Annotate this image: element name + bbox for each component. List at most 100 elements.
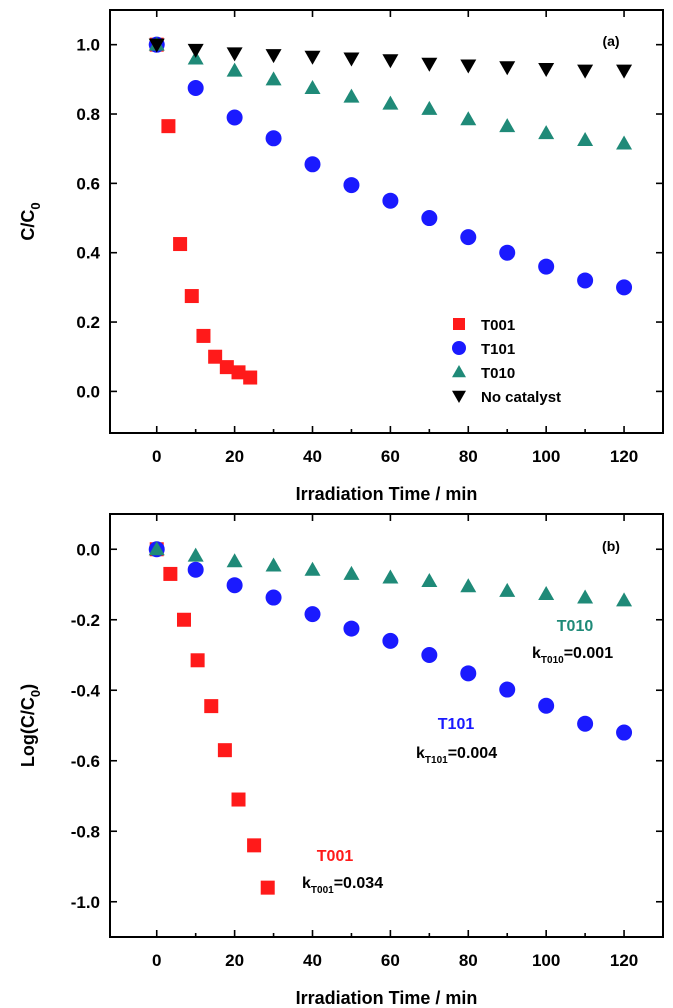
series-t010: [148, 36, 633, 150]
data-point: [577, 272, 594, 289]
data-point: [538, 586, 555, 601]
data-point: [499, 118, 516, 133]
annotation-rate: kT010=0.001: [532, 645, 613, 666]
y-tick-label: 0.0: [76, 382, 100, 401]
data-point: [616, 64, 633, 79]
data-point: [460, 229, 477, 246]
legend-label: T101: [481, 341, 515, 358]
data-point: [231, 792, 246, 807]
data-point: [265, 49, 282, 64]
data-point: [176, 612, 191, 627]
x-axis-title: Irradiation Time / min: [296, 484, 478, 504]
data-point: [616, 592, 633, 607]
data-point: [226, 47, 243, 62]
y-tick-label: -0.2: [71, 611, 100, 630]
data-point: [265, 557, 282, 572]
data-point: [421, 210, 438, 227]
data-point: [265, 589, 282, 606]
data-point: [304, 50, 321, 65]
data-point: [421, 647, 438, 663]
data-point: [499, 582, 516, 597]
data-point: [226, 553, 243, 568]
y-axis-title-sub: 0: [28, 690, 43, 697]
y-tick-label: 0.2: [76, 313, 100, 332]
y-axis-title: Log(C/C0): [18, 684, 43, 767]
x-tick-label: 120: [610, 447, 638, 466]
data-point: [217, 743, 232, 758]
data-point: [265, 130, 282, 147]
data-point: [538, 697, 555, 714]
data-point: [343, 620, 360, 637]
data-point: [208, 349, 223, 364]
data-point: [187, 547, 204, 562]
x-tick-label: 100: [532, 951, 560, 970]
legend-marker: [452, 365, 466, 378]
series-t001: [149, 542, 275, 895]
panel-label: (b): [602, 538, 620, 554]
rate-value: =0.001: [564, 645, 613, 662]
data-point: [187, 561, 204, 578]
legend-label: No catalyst: [481, 389, 561, 406]
legend-label: T001: [481, 317, 515, 334]
data-point: [226, 62, 243, 77]
y-axis-title: C/C0: [18, 202, 43, 240]
data-point: [343, 565, 360, 580]
x-tick-label: 20: [225, 951, 244, 970]
y-tick-label: 0.4: [76, 244, 100, 263]
series-t101: [148, 36, 633, 296]
data-point: [190, 653, 205, 668]
data-point: [204, 699, 219, 714]
y-axis-title-tail: ): [18, 684, 38, 690]
y-tick-label: 0.6: [76, 174, 100, 193]
data-point: [382, 54, 399, 69]
x-tick-label: 40: [303, 951, 322, 970]
data-point: [148, 541, 165, 556]
data-point: [343, 52, 360, 67]
y-axis-title-main: C/C: [18, 210, 38, 241]
x-tick-label: 60: [381, 951, 400, 970]
y-axis-title-main: Log(C/C: [18, 697, 38, 767]
x-tick-label: 80: [459, 447, 478, 466]
x-tick-label: 120: [610, 951, 638, 970]
rate-subscript: T101: [425, 755, 448, 766]
data-point: [226, 577, 243, 594]
x-tick-label: 0: [152, 447, 161, 466]
data-point: [382, 569, 399, 584]
data-point: [538, 258, 555, 275]
legend: T001 T101 T010 No catalyst: [452, 317, 561, 406]
data-point: [161, 119, 176, 134]
data-point: [616, 279, 633, 296]
legend-marker: [452, 390, 466, 403]
plot-frame: [109, 9, 664, 434]
series-t010: [148, 541, 633, 607]
data-point: [231, 365, 246, 380]
x-tick-label: 100: [532, 447, 560, 466]
data-point: [421, 572, 438, 587]
y-axis-title-sub: 0: [28, 202, 43, 209]
y-tick-label: 0.0: [76, 540, 100, 559]
y-tick-label: -0.4: [71, 681, 101, 700]
rate-k: k: [302, 875, 311, 892]
data-point: [184, 289, 199, 304]
data-point: [382, 95, 399, 110]
data-point: [260, 880, 275, 895]
data-point: [265, 71, 282, 86]
x-tick-label: 40: [303, 447, 322, 466]
rate-value: =0.004: [448, 745, 497, 762]
data-point: [460, 578, 477, 593]
annotation-name: T001: [317, 848, 354, 865]
rate-k: k: [416, 745, 425, 762]
panel-b: 0 20 40 60 80 100 120 0.0 -0.2 -0.4 -0.6 -0.8 -1.0 Ir…: [18, 513, 664, 1008]
data-point: [247, 838, 262, 853]
data-point: [616, 724, 633, 741]
data-point: [148, 38, 165, 53]
data-point: [173, 237, 188, 252]
data-point: [382, 192, 399, 209]
data-point: [616, 135, 633, 150]
x-axis-title: Irradiation Time / min: [296, 988, 478, 1008]
data-point: [577, 132, 594, 147]
y-tick-label: -1.0: [71, 893, 100, 912]
data-point: [421, 57, 438, 72]
data-point: [577, 64, 594, 79]
